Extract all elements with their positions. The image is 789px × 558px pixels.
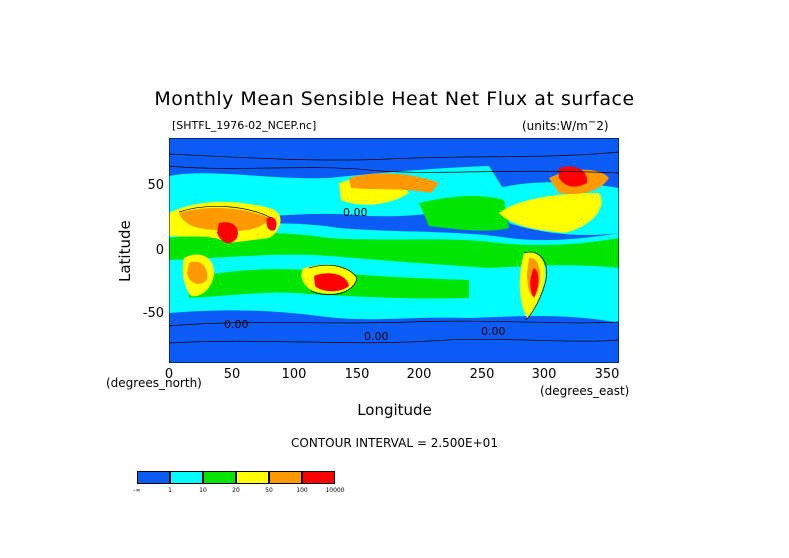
legend-swatch	[236, 471, 269, 484]
contour-label: 0.00	[224, 318, 249, 331]
file-label: [SHTFL_1976-02_NCEP.nc]	[172, 119, 317, 132]
x-tick-label: 200	[406, 367, 432, 382]
x-tick-label: 350	[594, 367, 620, 382]
x-tick-label: 0	[164, 367, 174, 382]
legend-swatch	[269, 471, 302, 484]
legend-label: -∞	[133, 487, 141, 494]
y-tick-label: 50	[147, 178, 164, 193]
legend-swatch	[203, 471, 236, 484]
x-tick-label: 100	[281, 367, 307, 382]
x-axis-label: Longitude	[357, 401, 432, 419]
legend-swatch	[302, 471, 335, 484]
x-tick-label: 300	[531, 367, 557, 382]
contour-label: 0.00	[364, 330, 389, 343]
x-tick-label: 150	[344, 367, 370, 382]
legend-label: 20	[232, 487, 240, 494]
y-axis-unit: (degrees_north)	[106, 376, 202, 390]
legend-swatch	[170, 471, 203, 484]
y-tick-label: 0	[155, 243, 164, 258]
y-axis-label: Latitude	[116, 220, 134, 282]
units-label: (units:W/m−2)	[522, 117, 609, 133]
map-title: Monthly Mean Sensible Heat Net Flux at s…	[154, 88, 635, 110]
flux-map	[169, 138, 619, 363]
x-axis-unit: (degrees_east)	[540, 384, 630, 398]
y-tick-label: -50	[142, 306, 164, 321]
contour-label: 0.00	[343, 206, 368, 219]
contour-interval: CONTOUR INTERVAL = 2.500E+01	[291, 436, 498, 450]
contour-label: 0.00	[481, 325, 506, 338]
legend-label: 10000	[325, 487, 345, 494]
legend-swatch	[137, 471, 170, 484]
x-tick-label: 250	[469, 367, 495, 382]
x-tick-label: 50	[223, 367, 241, 382]
legend-label: 10	[199, 487, 207, 494]
legend-label: 100	[296, 487, 308, 494]
legend-label: 50	[265, 487, 273, 494]
legend-label: 1	[168, 487, 172, 494]
